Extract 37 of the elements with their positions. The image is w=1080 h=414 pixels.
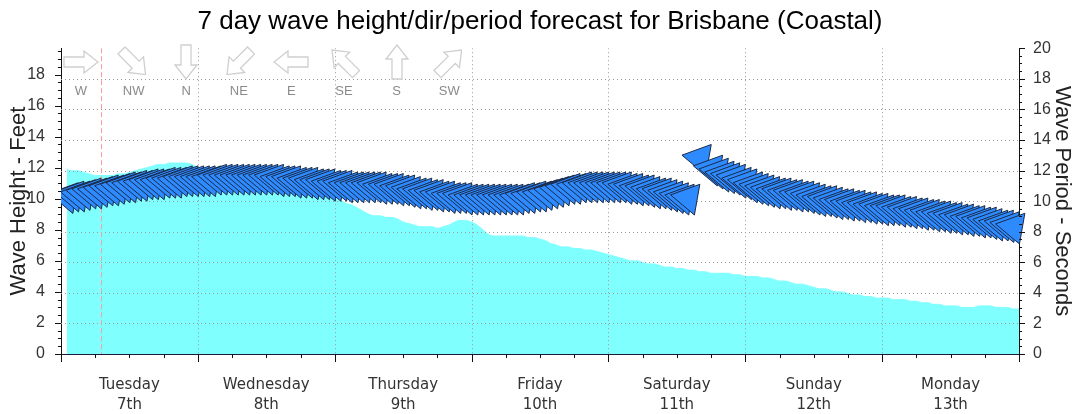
- y-tick-label: 0: [36, 344, 46, 362]
- y2-tick-label: 6: [1033, 252, 1042, 270]
- y-tick-label: 4: [36, 282, 46, 300]
- annotation: NE: [229, 83, 248, 99]
- annotation: E: [287, 83, 296, 99]
- x-tick-label: Sunday 12th: [785, 375, 842, 414]
- x-tick-label: Tuesday 7th: [97, 375, 161, 414]
- y2-tick-label: 10: [1033, 191, 1051, 209]
- annotation: NW: [122, 83, 145, 99]
- x-tick-label: Wednesday 8th: [222, 375, 310, 414]
- x-tick-label: Thursday 9th: [367, 375, 439, 414]
- y2-axis-title: Wave Period - Seconds: [1050, 85, 1076, 317]
- x-tick-label: Saturday 11th: [643, 375, 711, 414]
- y2-tick-label: 12: [1033, 160, 1051, 178]
- y-tick-label: 2: [36, 313, 46, 331]
- y-tick-label: 18: [27, 65, 46, 82]
- y-tick-label: 12: [27, 158, 46, 176]
- annotation: W: [74, 83, 88, 99]
- annotation: SW: [438, 83, 460, 99]
- annotation: S: [392, 83, 401, 99]
- y2-tick-label: 14: [1033, 130, 1051, 148]
- y-tick-label: 6: [36, 251, 46, 269]
- y-tick-label: 16: [27, 96, 46, 114]
- y2-tick-label: 2: [1033, 313, 1042, 331]
- y2-tick-label: 20: [1033, 38, 1051, 56]
- x-tick-label: Monday 13th: [920, 375, 981, 414]
- y2-tick-label: 4: [1033, 283, 1042, 301]
- y2-tick-label: 18: [1033, 69, 1051, 87]
- annotation: N: [181, 83, 191, 99]
- y-tick-label: 8: [36, 220, 46, 238]
- y2-tick-label: 16: [1033, 99, 1051, 117]
- y-tick-label: 10: [27, 189, 46, 207]
- x-tick-label: Friday 10th: [517, 375, 563, 414]
- annotation: SE: [335, 83, 353, 99]
- y2-tick-label: 0: [1033, 344, 1042, 362]
- chart-title: 7 day wave height/dir/period forecast for Brisbane (Coastal): [197, 4, 883, 35]
- y2-tick-label: 8: [1033, 222, 1042, 240]
